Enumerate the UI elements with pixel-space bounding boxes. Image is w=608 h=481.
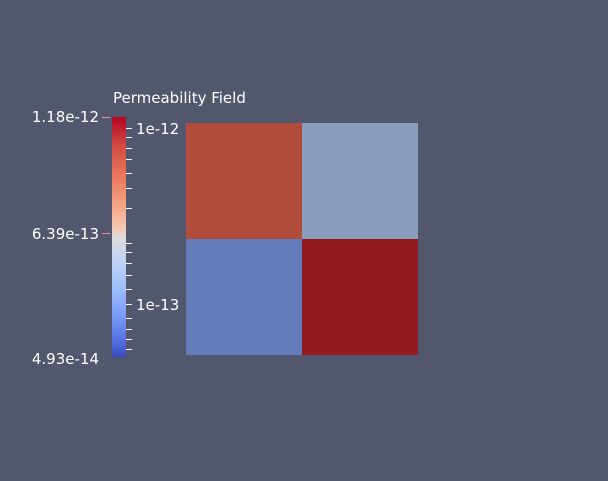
- tick: [126, 339, 132, 340]
- tick: [126, 252, 132, 253]
- range-max-label: 1.18e-12: [31, 108, 99, 126]
- tick: [126, 289, 132, 290]
- tick: [126, 188, 132, 189]
- tick: [126, 159, 132, 160]
- mesh-cell-top-left: [186, 123, 302, 239]
- tick: [126, 318, 132, 319]
- mesh-cell-bottom-left: [186, 239, 302, 355]
- tick: [126, 128, 132, 129]
- range-min-label: 4.93e-14: [31, 350, 99, 368]
- range-max-tick: [102, 117, 110, 118]
- tick: [126, 208, 132, 209]
- range-mid-tick: [102, 233, 110, 234]
- range-mid-label: 6.39e-13: [31, 225, 99, 243]
- tick: [126, 173, 132, 174]
- mesh-cell-top-right: [302, 123, 418, 239]
- tick: [126, 148, 132, 149]
- legend-title: Permeability Field: [113, 89, 246, 107]
- tick: [126, 243, 132, 244]
- permeability-field-mesh: [186, 123, 418, 355]
- tick: [126, 329, 132, 330]
- colorbar-minor-ticks: [126, 117, 132, 357]
- tick: [126, 137, 132, 138]
- log-label-lower: 1e-13: [136, 296, 180, 314]
- log-label-upper: 1e-12: [136, 120, 180, 138]
- tick: [126, 275, 132, 276]
- tick: [126, 349, 132, 350]
- color-legend-bar: [112, 117, 126, 357]
- tick: [126, 304, 132, 305]
- mesh-cell-bottom-right: [302, 239, 418, 355]
- tick: [126, 263, 132, 264]
